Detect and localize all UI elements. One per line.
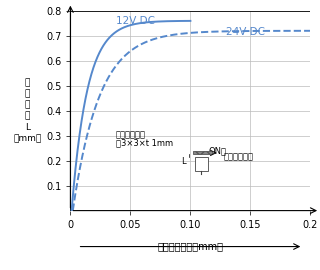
Text: 検
出
距
離
L
（mm）: 検 出 距 離 L （mm）	[13, 79, 41, 143]
Bar	[193, 151, 212, 154]
Text: 24V DC: 24V DC	[227, 27, 265, 37]
Text: 鉄3×3×t 1mm: 鉄3×3×t 1mm	[116, 138, 173, 147]
Text: ON点: ON点	[208, 147, 227, 156]
Text: 12V DC: 12V DC	[116, 16, 155, 26]
Text: 標準検出物体: 標準検出物体	[116, 130, 146, 139]
Text: 繰り返し精度: 繰り返し精度	[224, 152, 254, 161]
Bar	[195, 157, 208, 171]
Text: 繰り返し精度（mm）: 繰り返し精度（mm）	[157, 242, 223, 252]
Text: L: L	[181, 157, 186, 166]
